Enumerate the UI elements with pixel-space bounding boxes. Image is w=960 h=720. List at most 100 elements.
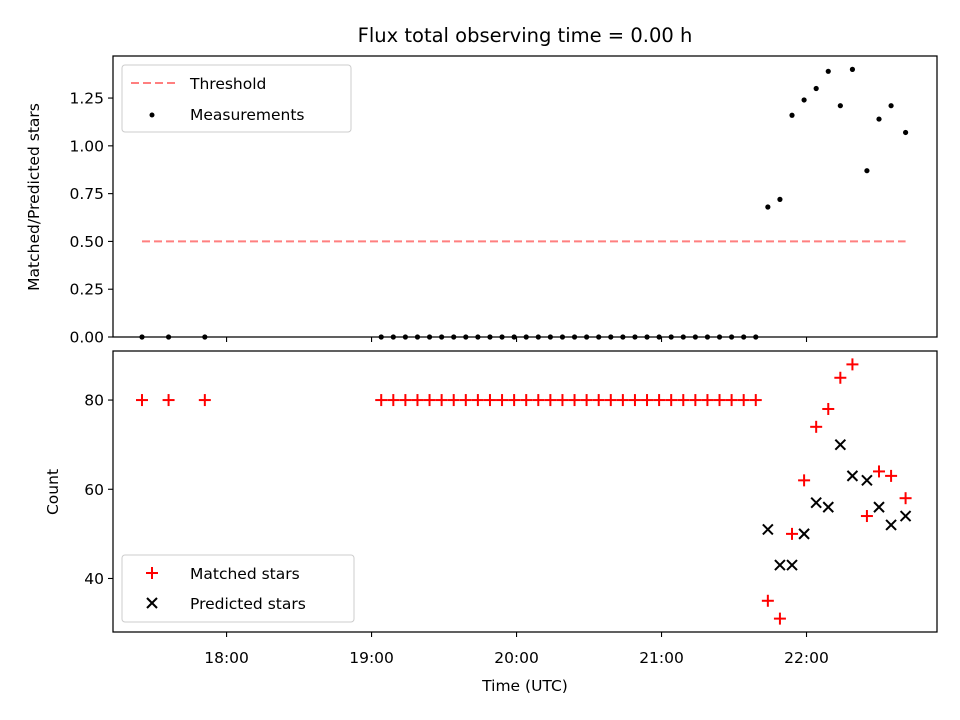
matched-star-point bbox=[544, 394, 557, 407]
matched-star-point bbox=[520, 394, 533, 407]
top-y-tick-label: 1.25 bbox=[69, 90, 104, 108]
predicted-star-point bbox=[834, 438, 847, 451]
matched-star-point bbox=[532, 394, 545, 407]
measurement-point bbox=[849, 66, 856, 72]
threshold-legend-label: Threshold bbox=[189, 75, 266, 93]
bottom-panel: Count 40 60 80 18:00 19:00 20:00 21:00 22:00 T… bbox=[44, 350, 938, 695]
top-x-axis bbox=[226, 337, 808, 342]
matched-star-point bbox=[162, 394, 175, 407]
bottom-y-tick-label: 60 bbox=[84, 481, 104, 499]
predicted-star-point bbox=[861, 474, 873, 487]
matched-star-point bbox=[508, 394, 521, 407]
bottom-axes-frame bbox=[112, 350, 938, 633]
measurement-point bbox=[801, 97, 807, 103]
measurements-legend-swatch bbox=[149, 112, 155, 118]
predicted-star-point bbox=[846, 470, 859, 482]
matched-star-point bbox=[773, 612, 786, 625]
matched-star-point bbox=[885, 469, 898, 482]
matched-star-point bbox=[568, 394, 581, 407]
matched-star-point bbox=[411, 394, 424, 407]
bottom-y-tick-label: 40 bbox=[84, 570, 104, 588]
measurement-point bbox=[813, 85, 819, 92]
top-y-tick-label: 1.00 bbox=[69, 137, 104, 155]
matched-star-point bbox=[737, 394, 750, 407]
top-y-axis: 0.00 0.25 0.50 0.75 1.00 1.25 bbox=[69, 90, 113, 347]
top-legend: Threshold Measurements bbox=[121, 64, 352, 133]
matched-star-point bbox=[677, 394, 690, 407]
measurement-point bbox=[902, 129, 909, 136]
x-axis-label: Time (UTC) bbox=[481, 677, 568, 695]
bottom-plot-area bbox=[135, 358, 912, 625]
matched-star-point bbox=[496, 394, 509, 407]
matched-star-point bbox=[810, 420, 823, 433]
measurement-point bbox=[825, 68, 831, 74]
matched-star-point bbox=[689, 394, 702, 407]
top-axes-frame bbox=[112, 55, 938, 338]
measurement-point bbox=[864, 168, 870, 174]
measurement-point bbox=[888, 103, 894, 109]
predicted-star-point bbox=[885, 519, 897, 531]
measurement-point bbox=[876, 116, 882, 122]
matched-star-point bbox=[447, 394, 460, 407]
bottom-x-axis: 18:00 19:00 20:00 21:00 22:00 bbox=[204, 632, 829, 667]
matched-star-point bbox=[786, 527, 799, 540]
x-tick-label: 20:00 bbox=[494, 649, 539, 667]
bottom-legend: Matched stars Predicted stars bbox=[121, 554, 355, 623]
matched-star-point bbox=[580, 394, 593, 407]
measurement-point bbox=[777, 196, 783, 202]
matched-star-point bbox=[135, 394, 148, 407]
measurement-point bbox=[765, 204, 771, 210]
matched-star-point bbox=[399, 394, 412, 407]
matched-star-point bbox=[423, 394, 436, 407]
top-y-tick-label: 0.75 bbox=[69, 185, 104, 203]
matched-star-point bbox=[483, 394, 496, 407]
matched-star-point bbox=[592, 394, 605, 407]
top-y-tick-label: 0.25 bbox=[69, 281, 104, 299]
matched-star-point bbox=[665, 394, 678, 407]
top-y-tick-label: 0.50 bbox=[69, 233, 104, 251]
matched-star-point bbox=[725, 394, 738, 407]
predicted-legend-label: Predicted stars bbox=[190, 595, 306, 613]
matched-star-point bbox=[653, 394, 666, 407]
matched-legend-swatch bbox=[146, 567, 158, 579]
matched-star-point bbox=[749, 394, 762, 407]
top-y-tick-label: 0.00 bbox=[69, 329, 104, 347]
matched-star-point bbox=[459, 394, 472, 407]
measurements-legend-label: Measurements bbox=[190, 106, 305, 124]
predicted-star-point bbox=[810, 496, 822, 509]
predicted-star-point bbox=[762, 523, 774, 536]
predicted-star-point bbox=[873, 501, 885, 513]
matched-star-point bbox=[471, 394, 484, 407]
matched-star-point bbox=[387, 394, 400, 407]
matched-star-point bbox=[846, 358, 859, 371]
x-tick-label: 18:00 bbox=[204, 649, 249, 667]
measurement-point bbox=[789, 112, 795, 118]
bottom-y-axis-label: Count bbox=[44, 469, 62, 515]
matched-star-point bbox=[713, 394, 726, 407]
bottom-y-tick-label: 80 bbox=[84, 392, 104, 410]
bottom-y-axis: 40 60 80 bbox=[84, 392, 113, 588]
matched-star-point bbox=[701, 394, 714, 407]
matched-star-point bbox=[834, 371, 847, 384]
x-tick-label: 22:00 bbox=[784, 649, 829, 667]
matched-star-point bbox=[628, 394, 641, 407]
matched-legend-label: Matched stars bbox=[190, 565, 300, 583]
predicted-star-point bbox=[899, 510, 912, 522]
x-tick-label: 19:00 bbox=[349, 649, 394, 667]
bottom-legend-box bbox=[121, 554, 355, 623]
predicted-star-point bbox=[774, 559, 786, 571]
matched-star-point bbox=[873, 465, 886, 478]
chart-title: Flux total observing time = 0.00 h bbox=[358, 24, 693, 47]
top-legend-box bbox=[121, 64, 352, 133]
matched-star-point bbox=[822, 402, 835, 415]
matched-star-point bbox=[641, 394, 654, 407]
measurement-point bbox=[837, 103, 843, 109]
predicted-star-point bbox=[822, 501, 834, 513]
matched-star-point bbox=[860, 510, 873, 523]
top-y-axis-label: Matched/Predicted stars bbox=[25, 103, 43, 291]
predicted-legend-swatch bbox=[146, 597, 158, 609]
matched-star-point bbox=[556, 394, 569, 407]
matched-star-point bbox=[761, 594, 774, 607]
predicted-star-point bbox=[786, 559, 798, 571]
